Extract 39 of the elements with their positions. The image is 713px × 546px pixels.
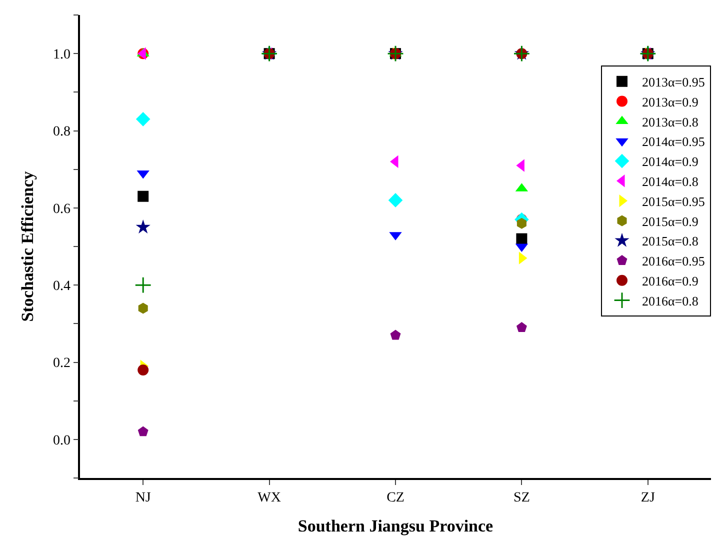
- point: [516, 218, 526, 229]
- legend-label: 2013α=0.95: [642, 74, 705, 90]
- legend-label: 2013α=0.9: [642, 94, 698, 110]
- legend-label: 2014α=0.95: [642, 134, 705, 150]
- legend-label: 2015α=0.8: [642, 234, 698, 249]
- point: [138, 364, 149, 376]
- point: [136, 220, 150, 234]
- y-tick-label: 0.2: [52, 356, 70, 372]
- x-tick-label: ZJ: [640, 490, 656, 506]
- legend-label: 2013α=0.8: [642, 114, 698, 130]
- point: [136, 112, 150, 126]
- point: [138, 426, 148, 436]
- y-tick-label: 0.6: [52, 202, 70, 217]
- x-tick-label: SZ: [514, 490, 530, 506]
- y-tick-label: 0.8: [52, 124, 70, 140]
- legend-label: 2015α=0.95: [642, 194, 705, 209]
- point: [138, 302, 148, 314]
- point: [390, 330, 401, 340]
- point: [387, 45, 404, 62]
- point: [516, 233, 528, 244]
- y-tick-label: 1.0: [52, 47, 70, 62]
- x-tick-label: CZ: [386, 490, 404, 506]
- point: [138, 190, 149, 202]
- legend-label: 2015α=0.9: [642, 214, 698, 229]
- point: [388, 193, 403, 208]
- point: [513, 45, 530, 62]
- x-tick-label: WX: [258, 490, 281, 506]
- legend-label: 2016α=0.95: [642, 254, 705, 269]
- x-tick-label: NJ: [135, 490, 152, 506]
- legend-label: 2016α=0.8: [642, 293, 698, 308]
- x-axis-title: Southern Jiangsu Province: [298, 516, 494, 536]
- y-axis-title: Stochastic Efficiency: [18, 170, 37, 322]
- legend-label: 2014α=0.9: [642, 154, 698, 170]
- point: [134, 276, 152, 294]
- y-tick-label: 0.4: [52, 278, 70, 294]
- legend-label: 2014α=0.8: [642, 174, 698, 189]
- y-tick-label: 0.0: [52, 433, 70, 448]
- legend-label: 2016α=0.9: [642, 273, 698, 288]
- point: [516, 322, 527, 332]
